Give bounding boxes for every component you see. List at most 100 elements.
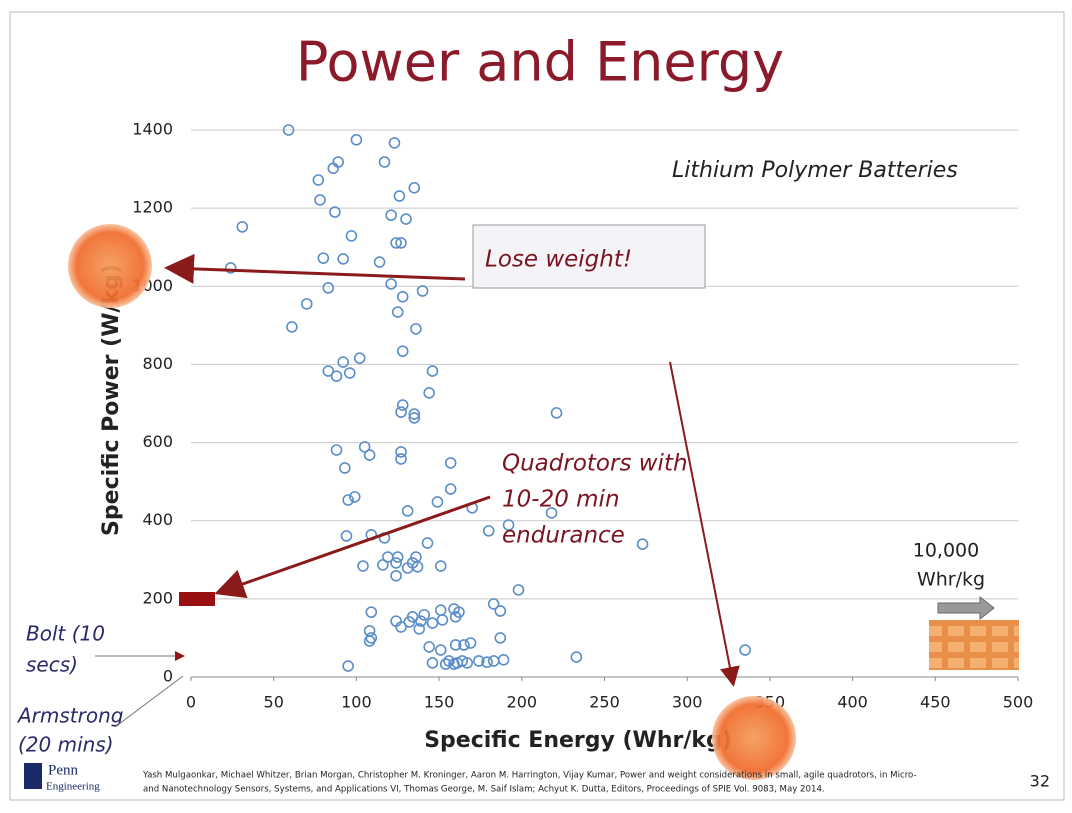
point xyxy=(395,621,407,633)
x-tick-label: 0 xyxy=(186,693,196,712)
point xyxy=(348,491,361,503)
point xyxy=(439,658,452,670)
point xyxy=(416,285,429,297)
point xyxy=(497,654,510,666)
point xyxy=(322,365,335,377)
point xyxy=(300,298,313,310)
point xyxy=(322,282,335,294)
point xyxy=(317,252,330,264)
point xyxy=(512,584,525,596)
point xyxy=(434,560,447,572)
page-number: 32 xyxy=(1030,772,1050,791)
point xyxy=(330,370,343,382)
arrow xyxy=(669,361,740,687)
x-tick-label: 50 xyxy=(264,693,284,712)
point xyxy=(434,644,447,656)
annotation: secs) xyxy=(26,653,78,677)
point xyxy=(330,444,343,456)
point xyxy=(423,641,435,653)
x-tick-label: 400 xyxy=(837,693,868,712)
point xyxy=(396,399,409,411)
point xyxy=(378,156,391,168)
annotation: 10,000 xyxy=(913,540,979,562)
point xyxy=(487,598,500,610)
logo-text: Penn xyxy=(48,762,79,778)
point xyxy=(329,206,341,218)
point xyxy=(550,407,563,419)
point xyxy=(353,352,366,364)
point xyxy=(391,551,404,563)
point xyxy=(401,505,414,517)
point xyxy=(408,182,421,194)
point xyxy=(340,530,353,542)
citation: and Nanotechnology Sensors, Systems, and… xyxy=(143,785,825,795)
point xyxy=(408,412,421,424)
point xyxy=(377,559,389,571)
point xyxy=(481,656,493,668)
point xyxy=(395,406,407,418)
x-tick-label: 200 xyxy=(507,693,538,712)
point xyxy=(286,321,298,333)
point xyxy=(410,551,422,563)
point xyxy=(396,345,409,357)
y-axis-label: Specific Power (W/kg) xyxy=(99,264,124,536)
point xyxy=(444,457,457,469)
x-axis-label: Specific Energy (Whr/kg) xyxy=(424,728,732,753)
point xyxy=(314,194,326,206)
y-tick-label: 400 xyxy=(142,510,173,529)
point xyxy=(390,557,402,569)
point xyxy=(365,606,378,618)
point xyxy=(236,221,249,233)
point xyxy=(636,538,649,550)
point xyxy=(436,614,449,626)
point xyxy=(494,605,507,617)
point xyxy=(358,441,371,453)
point xyxy=(406,557,419,569)
x-tick-label: 500 xyxy=(1003,693,1034,712)
annotation: Whr/kg xyxy=(917,569,985,591)
point xyxy=(410,323,422,335)
legend-label: Lithium Polymer Batteries xyxy=(672,158,958,183)
point xyxy=(363,635,376,647)
point xyxy=(449,611,462,623)
point xyxy=(373,256,386,268)
point xyxy=(339,462,351,474)
point xyxy=(423,387,435,399)
annotation: Armstrong xyxy=(16,704,123,728)
point xyxy=(502,519,515,531)
point xyxy=(357,560,369,572)
point xyxy=(391,306,404,318)
point xyxy=(739,644,751,656)
x-tick-label: 300 xyxy=(672,693,703,712)
point xyxy=(363,625,376,637)
annotation: 10-20 min xyxy=(502,487,620,513)
x-tick-label: 250 xyxy=(589,693,620,712)
logo-text: Engineering xyxy=(46,781,100,793)
annotation: (20 mins) xyxy=(18,733,114,757)
point xyxy=(395,453,407,465)
callout-box xyxy=(472,224,706,289)
x-tick-label: 150 xyxy=(424,693,455,712)
point xyxy=(413,623,426,635)
point xyxy=(494,632,507,644)
point xyxy=(337,356,349,368)
y-tick-label: 0 xyxy=(163,667,173,686)
point xyxy=(385,209,397,221)
x-tick-label: 100 xyxy=(341,693,372,712)
point xyxy=(448,658,460,670)
quadrotor-marker xyxy=(179,592,215,606)
point xyxy=(390,570,402,582)
point xyxy=(282,124,295,136)
point xyxy=(342,660,354,672)
point xyxy=(395,446,407,458)
point xyxy=(345,230,358,242)
chart-title: Power and Energy xyxy=(296,31,784,94)
y-tick-label: 800 xyxy=(142,354,173,373)
point xyxy=(431,496,444,508)
point xyxy=(327,162,340,175)
logo-shield xyxy=(24,763,42,789)
point xyxy=(395,237,407,249)
point xyxy=(388,137,401,149)
y-tick-label: 600 xyxy=(142,432,173,451)
